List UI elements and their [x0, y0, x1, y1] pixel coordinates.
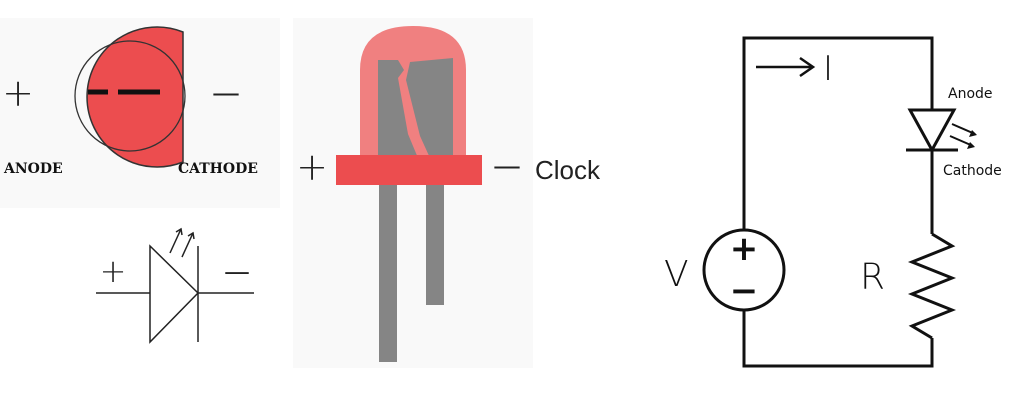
led-circuit: I Anode Cathode R + − V [664, 36, 1002, 368]
current-arrow-icon [756, 56, 816, 78]
anode-post [378, 60, 418, 158]
light-arrows-icon [169, 227, 195, 258]
led-rim [336, 155, 482, 185]
resistor-zigzag [907, 232, 957, 340]
circuit-anode-label: Anode [948, 86, 993, 102]
top-minus-sign: — [212, 76, 240, 109]
diode-triangle [149, 244, 200, 344]
led-top-view: + — ANODE CATHODE [0, 18, 280, 208]
led-inner-ring [74, 40, 186, 152]
anode-label: ANODE [3, 161, 63, 177]
cathode-label: CATHODE [178, 161, 258, 177]
symbol-plus-sign: + [100, 252, 127, 290]
resistor-label: R [860, 257, 885, 298]
cathode-lead [426, 185, 444, 305]
anode-lead [379, 185, 397, 362]
led-schematic-symbol: + — [96, 227, 254, 344]
wire-top [742, 36, 934, 230]
circuit-cathode-label: Cathode [943, 163, 1002, 179]
side-plus-sign: + [296, 145, 328, 189]
led-body-circle [86, 26, 184, 168]
voltage-label: V [664, 254, 689, 295]
circuit-diode-triangle [907, 108, 957, 154]
top-plus-sign: + [2, 71, 34, 115]
symbol-minus-sign: — [224, 257, 250, 287]
source-plus-sign: + [730, 229, 759, 269]
led-side-view: + — Clock [293, 18, 601, 368]
circuit-light-arrows-icon [949, 123, 977, 149]
side-minus-sign: — [493, 149, 521, 182]
source-minus-sign: − [730, 271, 759, 311]
cathode-anvil [406, 58, 453, 158]
current-label: I [823, 49, 833, 89]
pin-label: Clock [535, 155, 601, 185]
wire-bottom [742, 310, 934, 368]
voltage-source-circle [702, 228, 786, 312]
